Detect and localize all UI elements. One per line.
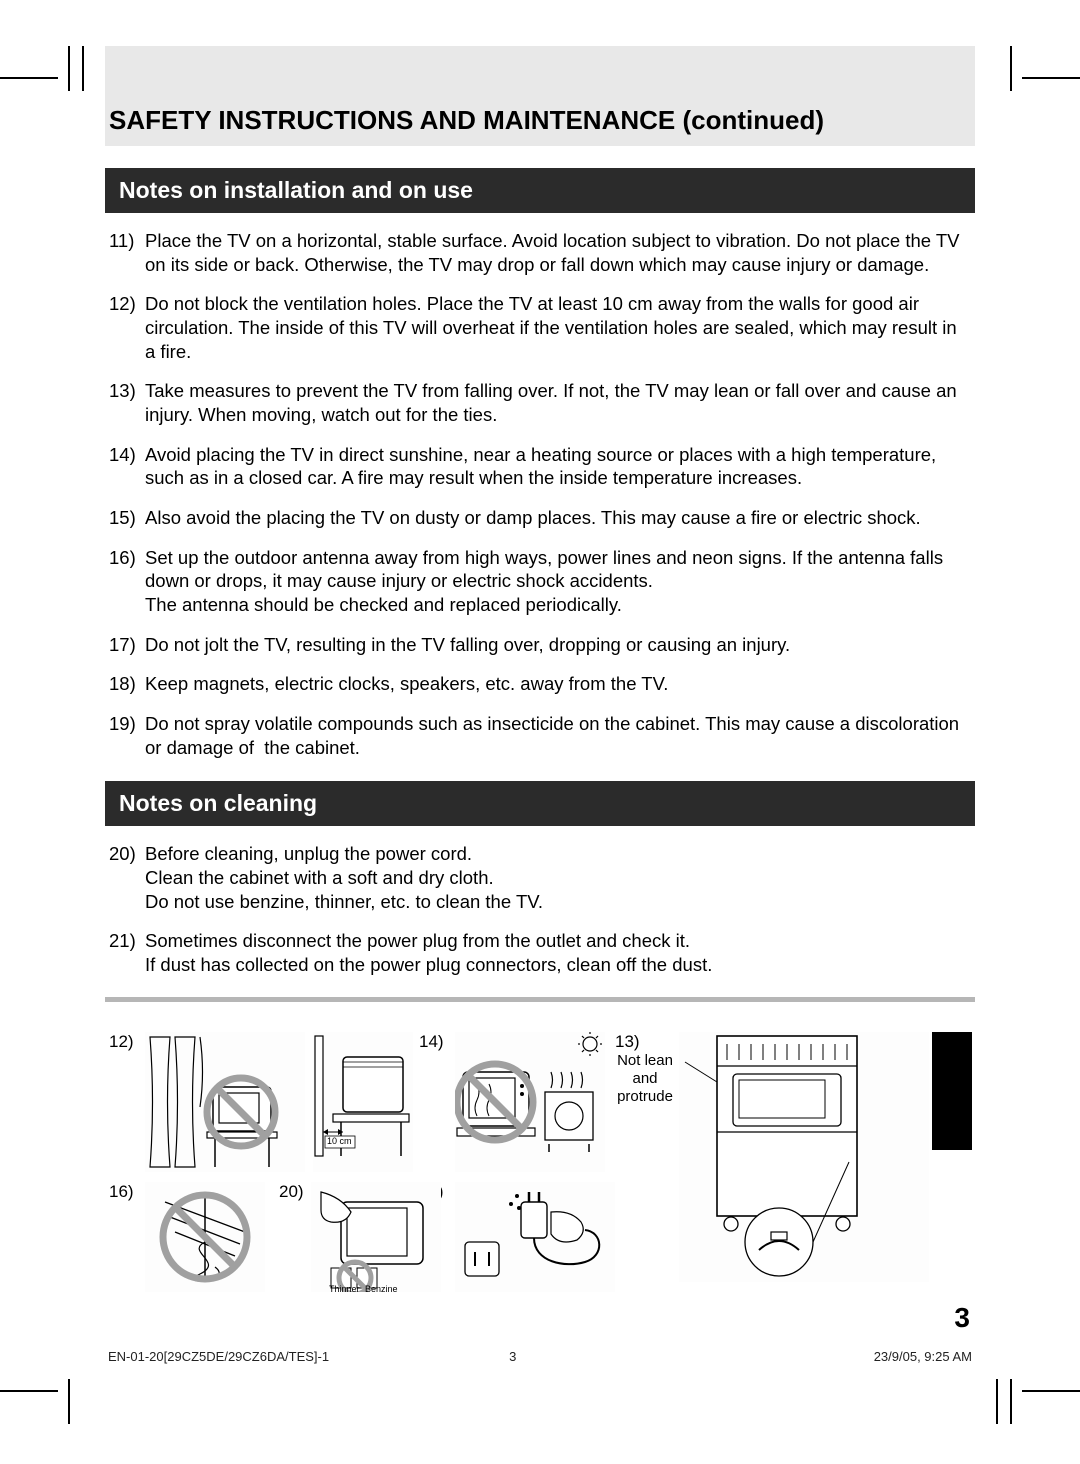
note-num: 12) (109, 292, 145, 363)
notes-installation: 11)Place the TV on a horizontal, stable … (105, 229, 975, 759)
notes-cleaning: 20)Before cleaning, unplug the power cor… (105, 842, 975, 976)
figure-label-20: 20) (279, 1182, 304, 1202)
page: SAFETY INSTRUCTIONS AND MAINTENANCE (con… (0, 0, 1080, 1464)
footer-mid: 3 (329, 1349, 874, 1364)
note-num: 21) (109, 929, 145, 976)
note-num: 16) (109, 546, 145, 617)
note-text: Avoid placing the TV in direct sunshine,… (145, 443, 971, 490)
title-band: SAFETY INSTRUCTIONS AND MAINTENANCE (con… (105, 46, 975, 146)
cropmark (0, 1390, 58, 1392)
figure-label-thinner: Thinner (329, 1284, 360, 1294)
note-text: Do not spray volatile compounds such as … (145, 712, 971, 759)
footer: EN-01-20[29CZ5DE/29CZ6DA/TES]-1 3 23/9/0… (108, 1349, 972, 1364)
note-text: Take measures to prevent the TV from fal… (145, 379, 971, 426)
figure-label-14: 14) (419, 1032, 444, 1052)
note-text: Also avoid the placing the TV on dusty o… (145, 506, 971, 530)
note-15: 15)Also avoid the placing the TV on dust… (109, 506, 971, 530)
cropmark (1022, 1390, 1080, 1392)
figure-label-13: 13) (615, 1032, 640, 1052)
page-title: SAFETY INSTRUCTIONS AND MAINTENANCE (con… (109, 105, 824, 136)
figure-label-not-lean: Not lean and protrude (605, 1052, 685, 1106)
figures-area: 12) 14) 13) Not lean and protrude Sturdy… (105, 1032, 975, 1302)
note-num: 14) (109, 443, 145, 490)
note-num: 15) (109, 506, 145, 530)
note-num: 17) (109, 633, 145, 657)
note-text: Do not jolt the TV, resulting in the TV … (145, 633, 971, 657)
figure-16-antenna (145, 1182, 265, 1292)
footer-right: 23/9/05, 9:25 AM (874, 1349, 972, 1364)
figure-label-benzine: Benzine (365, 1284, 398, 1294)
note-num: 20) (109, 842, 145, 913)
note-text: Set up the outdoor antenna away from hig… (145, 546, 971, 617)
cropmark (1010, 46, 1012, 91)
note-13: 13)Take measures to prevent the TV from … (109, 379, 971, 426)
note-11: 11)Place the TV on a horizontal, stable … (109, 229, 971, 276)
cropmark (996, 1379, 998, 1424)
note-text: Place the TV on a horizontal, stable sur… (145, 229, 971, 276)
note-text: Sometimes disconnect the power plug from… (145, 929, 971, 976)
note-num: 11) (109, 229, 145, 276)
figure-13-secure (679, 1032, 929, 1282)
figure-12b-clearance: 10 cm (313, 1032, 413, 1172)
page-number: 3 (954, 1302, 970, 1334)
cropmark (0, 77, 58, 79)
cropmark (1022, 77, 1080, 79)
cropmark (68, 46, 70, 91)
cropmark (68, 1379, 70, 1424)
note-text: Before cleaning, unplug the power cord. … (145, 842, 971, 913)
note-20: 20)Before cleaning, unplug the power cor… (109, 842, 971, 913)
note-17: 17)Do not jolt the TV, resulting in the … (109, 633, 971, 657)
black-mask (932, 1032, 972, 1150)
figure-12-ventilation (145, 1032, 305, 1172)
note-12: 12)Do not block the ventilation holes. P… (109, 292, 971, 363)
note-18: 18)Keep magnets, electric clocks, speake… (109, 672, 971, 696)
figure-label-12: 12) (109, 1032, 134, 1052)
note-num: 19) (109, 712, 145, 759)
note-19: 19)Do not spray volatile compounds such … (109, 712, 971, 759)
note-21: 21)Sometimes disconnect the power plug f… (109, 929, 971, 976)
section-heading-installation: Notes on installation and on use (105, 168, 975, 213)
figure-20-cleaning: Thinner Benzine (311, 1182, 441, 1292)
note-num: 13) (109, 379, 145, 426)
note-16: 16)Set up the outdoor antenna away from … (109, 546, 971, 617)
note-text: Keep magnets, electric clocks, speakers,… (145, 672, 971, 696)
section-heading-cleaning: Notes on cleaning (105, 781, 975, 826)
note-14: 14)Avoid placing the TV in direct sunshi… (109, 443, 971, 490)
figure-label-10cm: 10 cm (327, 1136, 352, 1146)
note-text: Do not block the ventilation holes. Plac… (145, 292, 971, 363)
footer-left: EN-01-20[29CZ5DE/29CZ6DA/TES]-1 (108, 1349, 329, 1364)
figure-21-plug (455, 1182, 615, 1292)
figure-14-heat (455, 1032, 605, 1172)
figure-label-16: 16) (109, 1182, 134, 1202)
cropmark (1010, 1379, 1012, 1424)
note-num: 18) (109, 672, 145, 696)
divider (105, 997, 975, 1002)
content-area: SAFETY INSTRUCTIONS AND MAINTENANCE (con… (105, 46, 975, 1302)
cropmark (82, 46, 84, 91)
